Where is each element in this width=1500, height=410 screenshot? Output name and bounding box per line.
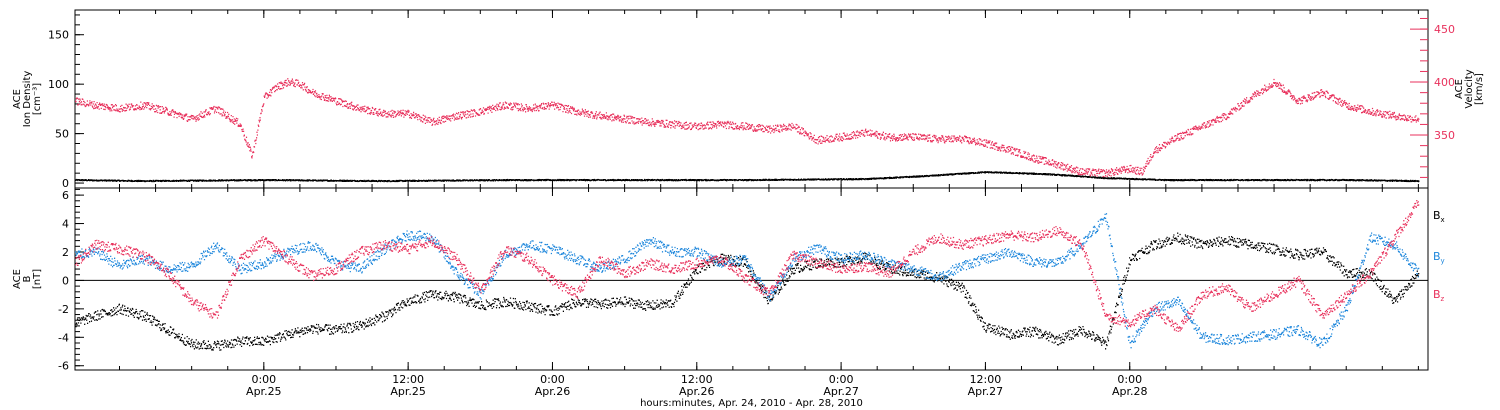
y-right-axis-title: Velocity — [1464, 69, 1475, 108]
x-tick-time: 0:00 — [251, 373, 276, 386]
y-tick-label: 0 — [62, 274, 69, 287]
x-tick-time: 0:00 — [1117, 373, 1142, 386]
y-right-axis-title: ACE — [1454, 79, 1465, 99]
y-axis-title: ACE — [12, 269, 23, 289]
x-tick-time: 12:00 — [970, 373, 1002, 386]
x-tick-time: 12:00 — [392, 373, 424, 386]
y-right-axis-title: [km/s] — [1474, 73, 1485, 105]
x-axis-labels: 0:00Apr.2512:00Apr.250:00Apr.2612:00Apr.… — [246, 373, 1147, 398]
x-tick-time: 0:00 — [540, 373, 565, 386]
series-by — [75, 213, 1420, 349]
y-tick-label: 4 — [62, 218, 69, 231]
series-bz — [75, 200, 1420, 333]
x-tick-date: Apr.27 — [823, 385, 859, 398]
y-tick-label: -4 — [58, 331, 69, 344]
x-tick-date: Apr.26 — [679, 385, 715, 398]
y-axis-title: Ion Density — [22, 71, 33, 128]
y-axis-title: [cm⁻³] — [32, 83, 43, 115]
bottom-panel: -6 -4 -2 0 2 4 6 ACE B [nT] Bx By Bz — [12, 187, 1445, 373]
series-ion-density — [75, 171, 1420, 183]
legend-by: By — [1433, 250, 1445, 265]
panel-frame — [74, 187, 1429, 371]
y-axis-title: ACE — [12, 89, 23, 109]
legend-bz: Bz — [1433, 288, 1445, 303]
y-right-tick-label: 450 — [1434, 23, 1455, 36]
series-velocity — [75, 78, 1420, 178]
x-tick-time: 0:00 — [829, 373, 854, 386]
y-right-tick-label: 400 — [1434, 76, 1455, 89]
x-tick-date: Apr.28 — [1112, 385, 1148, 398]
y-right-tick-label: 350 — [1434, 129, 1455, 142]
y-tick-label: -2 — [58, 303, 69, 316]
y-tick-label: 0 — [62, 177, 69, 190]
x-tick-date: Apr.26 — [535, 385, 571, 398]
y-axis-title: B — [22, 275, 33, 282]
series-bx — [75, 232, 1420, 351]
y-tick-label: 150 — [48, 29, 69, 42]
legend-bx: Bx — [1433, 209, 1445, 224]
x-axis-title: hours:minutes, Apr. 24, 2010 - Apr. 28, … — [640, 398, 863, 409]
y-tick-label: 2 — [62, 246, 69, 259]
x-tick-date: Apr.27 — [968, 385, 1004, 398]
y-tick-label: -6 — [58, 360, 69, 373]
x-tick-date: Apr.25 — [390, 385, 426, 398]
x-tick-date: Apr.25 — [246, 385, 282, 398]
y-tick-label: 6 — [62, 189, 69, 202]
y-tick-label: 50 — [55, 128, 69, 141]
panel-frame — [74, 9, 1429, 189]
y-axis-title: [nT] — [32, 269, 43, 289]
y-tick-label: 100 — [48, 78, 69, 91]
x-tick-time: 12:00 — [681, 373, 713, 386]
